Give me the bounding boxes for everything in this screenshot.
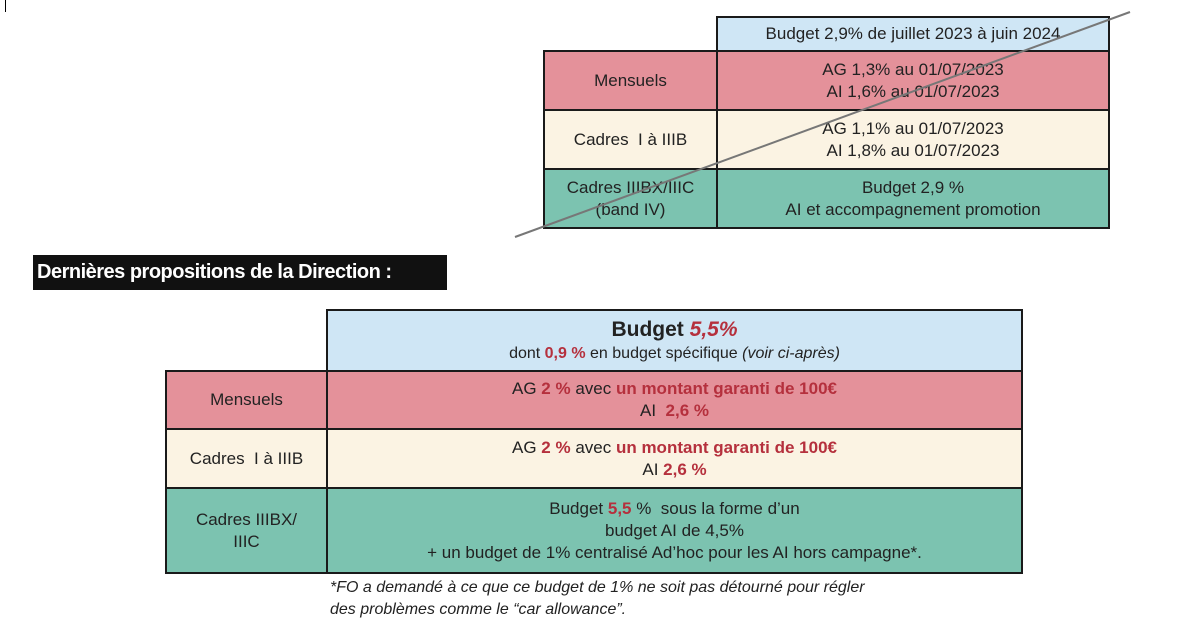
highlight: un montant garanti de 100€ — [615, 437, 837, 457]
text: % sous la forme d’un — [631, 498, 800, 518]
label: (band IV) — [595, 199, 666, 219]
new-row-value: Budget 5,5 % sous la forme d’un budget A… — [326, 487, 1023, 574]
highlight: 2 % — [541, 437, 571, 457]
text: Budget — [611, 317, 690, 341]
label: IIIC — [233, 531, 260, 551]
text-cursor — [5, 0, 6, 12]
new-row-label: Cadres I à IIIB — [165, 428, 328, 489]
footnote-line: *FO a demandé à ce que ce budget de 1% n… — [330, 579, 865, 596]
new-row-label: Cadres IIIBX/IIIC — [165, 487, 328, 574]
highlight: 2,6 % — [665, 401, 709, 420]
text: budget AI de 4,5% — [605, 520, 744, 540]
line: AI 1,8% au 01/07/2023 — [826, 140, 1000, 160]
text: dont — [509, 344, 545, 362]
highlight: 2,6 % — [663, 459, 707, 479]
label: Cadres I à IIIB — [189, 448, 304, 468]
text: AI — [642, 459, 664, 479]
line: Budget 2,9 % — [861, 177, 965, 197]
new-row-value: AG 2 % avec un montant garanti de 100€ A… — [326, 370, 1023, 430]
label: Mensuels — [210, 390, 283, 409]
old-row-value: Budget 2,9 % AI et accompagnement promoti… — [716, 168, 1110, 229]
label: Cadres I à IIIB — [573, 129, 688, 149]
text: en budget spécifique — [585, 344, 743, 362]
text: avec — [570, 379, 616, 398]
line: AG 1,1% au 01/07/2023 — [822, 118, 1004, 138]
highlight: 2 % — [541, 379, 571, 398]
label: Mensuels — [594, 70, 667, 90]
text: (voir ci-après) — [742, 344, 840, 362]
new-row-label: Mensuels — [165, 370, 328, 430]
highlight: 5,5% — [689, 317, 738, 341]
text: Budget — [549, 498, 608, 518]
new-row-value: AG 2 % avec un montant garanti de 100€ A… — [326, 428, 1023, 489]
highlight: un montant garanti de 100€ — [615, 379, 837, 398]
old-row-label: Cadres I à IIIB — [543, 109, 718, 170]
strikethrough-line — [514, 11, 1131, 238]
section-heading: Dernières propositions de la Direction : — [33, 255, 447, 290]
label: Cadres IIIBX/ — [195, 509, 298, 529]
new-header: Budget 5,5% dont 0,9 % en budget spécifi… — [326, 309, 1023, 372]
footnote: *FO a demandé à ce que ce budget de 1% n… — [330, 577, 865, 621]
text: AG — [512, 437, 542, 457]
text: AI — [640, 401, 666, 420]
highlight: 0,9 % — [544, 344, 586, 362]
text: AG — [512, 379, 542, 398]
old-header-text: Budget 2,9% de juillet 2023 à juin 2024 — [765, 24, 1061, 43]
text: + un budget de 1% centralisé Ad’hoc pour… — [427, 542, 922, 562]
old-header: Budget 2,9% de juillet 2023 à juin 2024 — [716, 16, 1110, 52]
line: AI et accompagnement promotion — [785, 199, 1041, 219]
text: avec — [570, 437, 616, 457]
highlight: 5,5 — [607, 498, 632, 518]
footnote-line: des problèmes comme le “car allowance”. — [330, 601, 627, 618]
